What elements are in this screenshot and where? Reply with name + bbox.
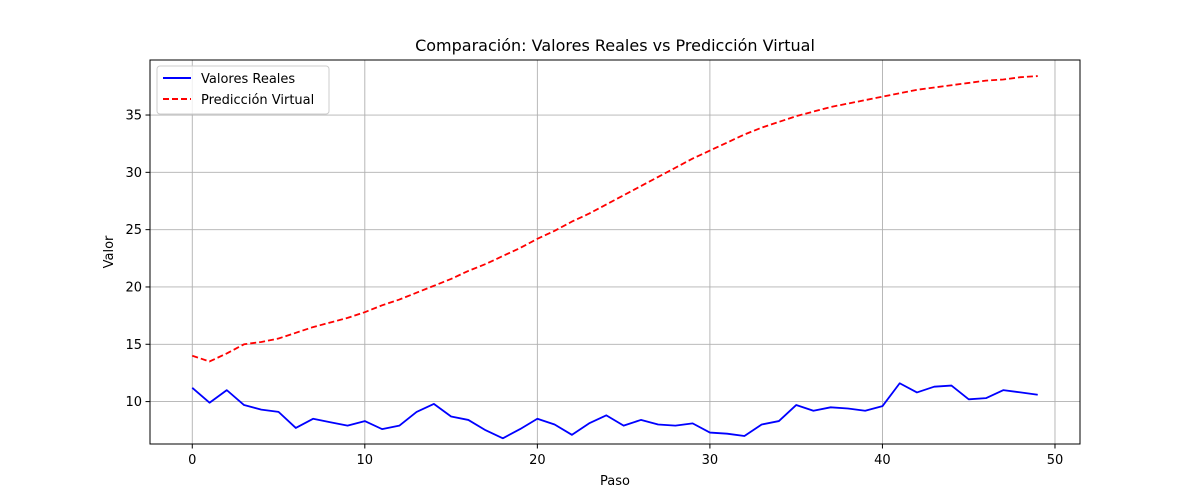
x-axis-title: Paso [600,474,630,489]
y-tick-label: 35 [125,109,142,124]
x-tick-label: 20 [529,453,546,468]
y-axis-title: Valor [102,235,117,268]
chart-title: Comparación: Valores Reales vs Predicció… [415,36,815,55]
legend-box [156,65,330,115]
plot-frame [149,59,1081,445]
series-lines [191,75,1038,440]
series-line-valores-reales [191,382,1038,440]
y-tick-label: 15 [125,338,142,353]
x-tick-label: 50 [1047,453,1064,468]
x-tick-label: 10 [357,453,374,468]
x-tick-label: 40 [874,453,891,468]
x-tick-label: 30 [702,453,719,468]
y-tick-label: 25 [125,223,142,238]
grid-lines [150,60,1080,444]
x-tick-label: 0 [188,453,196,468]
series-line-prediccion-virtual [191,75,1038,363]
y-tick-label: 10 [125,395,142,410]
y-tick-label: 30 [125,166,142,181]
axis-ticks: 0 10 20 30 40 50 10 15 20 25 30 35 [125,109,1063,468]
legend-label-prediccion-virtual: Predicción Virtual [201,93,314,108]
legend-label-valores-reales: Valores Reales [201,72,295,87]
y-tick-label: 20 [125,280,142,295]
legend: Valores Reales Predicción Virtual [156,65,330,115]
